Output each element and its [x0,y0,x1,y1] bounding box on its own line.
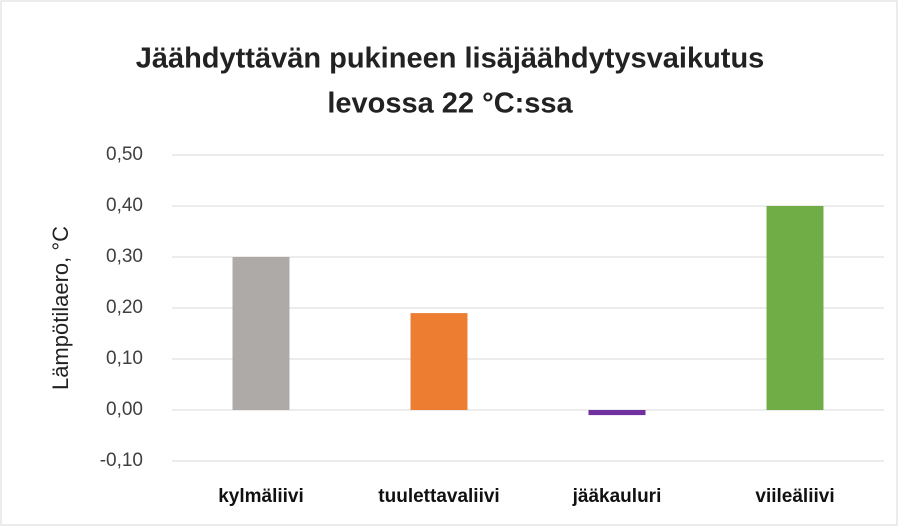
y-tick-label: -0,10 [100,450,143,471]
y-tick-label: 0,30 [106,246,143,267]
y-tick-label: 0,00 [106,399,143,420]
x-tick-label: tuulettavaliivi [378,486,499,507]
y-axis-label: Lämpötilaero, °C [48,226,73,390]
y-tick-label: 0,20 [106,297,143,318]
bar [232,257,290,410]
chart-title: Jäähdyttävän pukineen lisäjäähdytysvaiku… [136,43,765,75]
y-tick-label: 0,10 [106,348,143,369]
bar [766,206,824,410]
chart-title: levossa 22 °C:ssa [327,88,573,120]
bar [410,313,468,410]
bar [588,410,646,416]
x-tick-label: viileäliivi [755,486,834,507]
y-tick-label: 0,50 [106,144,143,165]
x-tick-label: kylmäliivi [218,486,304,507]
y-tick-label: 0,40 [106,195,143,216]
x-tick-label: jääkauluri [572,486,662,507]
